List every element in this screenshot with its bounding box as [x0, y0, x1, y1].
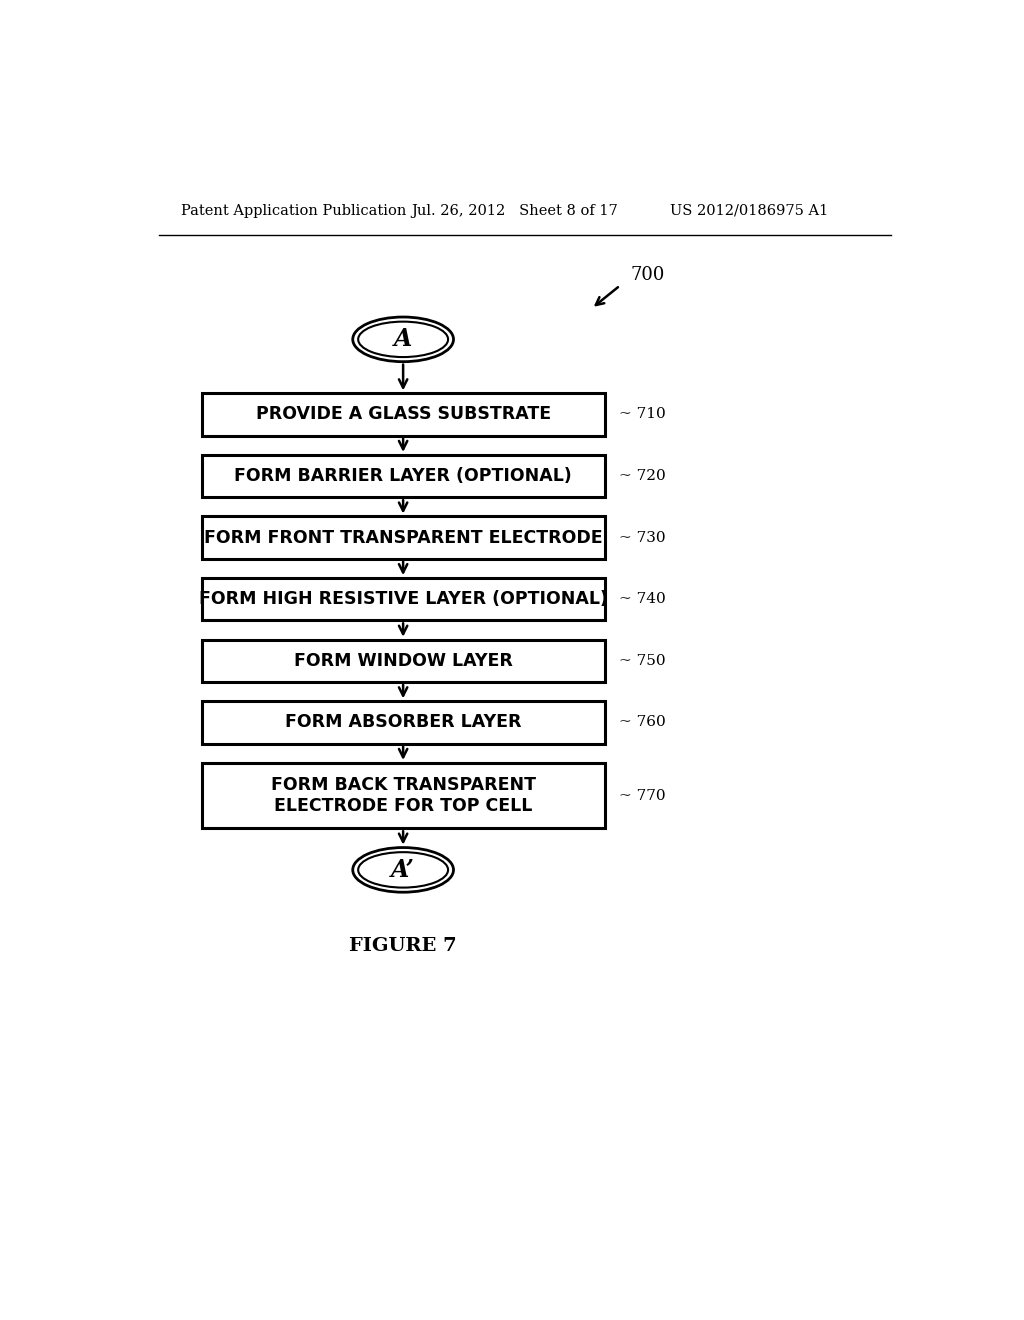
Text: US 2012/0186975 A1: US 2012/0186975 A1 — [671, 203, 828, 218]
Text: PROVIDE A GLASS SUBSTRATE: PROVIDE A GLASS SUBSTRATE — [256, 405, 551, 424]
Text: FORM BACK TRANSPARENT
ELECTRODE FOR TOP CELL: FORM BACK TRANSPARENT ELECTRODE FOR TOP … — [270, 776, 536, 816]
Text: FORM BARRIER LAYER (OPTIONAL): FORM BARRIER LAYER (OPTIONAL) — [234, 467, 572, 484]
Text: ~ 730: ~ 730 — [618, 531, 666, 545]
Text: ~ 770: ~ 770 — [618, 788, 666, 803]
Text: ~ 760: ~ 760 — [618, 715, 666, 730]
Text: Jul. 26, 2012   Sheet 8 of 17: Jul. 26, 2012 Sheet 8 of 17 — [411, 203, 617, 218]
Text: A: A — [394, 327, 413, 351]
Text: ~ 720: ~ 720 — [618, 469, 666, 483]
Text: ~ 750: ~ 750 — [618, 653, 666, 668]
Text: A’: A’ — [391, 858, 415, 882]
Text: Patent Application Publication: Patent Application Publication — [180, 203, 407, 218]
Text: FORM WINDOW LAYER: FORM WINDOW LAYER — [294, 652, 513, 669]
Text: ~ 740: ~ 740 — [618, 593, 666, 606]
Text: FORM ABSORBER LAYER: FORM ABSORBER LAYER — [285, 713, 521, 731]
Text: FORM HIGH RESISTIVE LAYER (OPTIONAL): FORM HIGH RESISTIVE LAYER (OPTIONAL) — [199, 590, 607, 609]
Text: 700: 700 — [630, 267, 665, 284]
Text: FORM FRONT TRANSPARENT ELECTRODE: FORM FRONT TRANSPARENT ELECTRODE — [204, 528, 602, 546]
Text: ~ 710: ~ 710 — [618, 408, 666, 421]
Text: FIGURE 7: FIGURE 7 — [349, 937, 457, 956]
